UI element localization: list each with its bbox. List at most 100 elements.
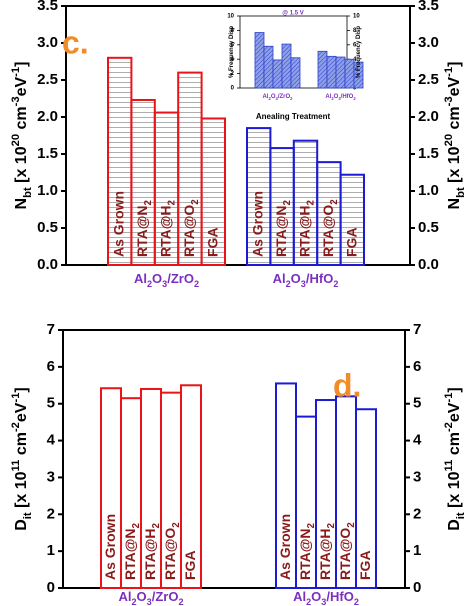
inset-x-axis-label: Anealing Treatment xyxy=(256,112,331,121)
text-part: FGA xyxy=(343,227,359,257)
bar-label: As Grown xyxy=(110,191,126,257)
text-part: 2 xyxy=(354,597,359,606)
y2-tick-label: 1.5 xyxy=(418,145,439,162)
text-part: [x 10 xyxy=(13,471,30,512)
text-part: O xyxy=(152,271,162,286)
text-part: % Frequency Disp xyxy=(229,26,235,78)
text-part: 2 xyxy=(331,96,334,101)
text-part: 2 xyxy=(167,200,178,206)
y2-tick-label: 10 xyxy=(353,14,360,20)
text-part: ] xyxy=(13,62,30,67)
text-part: O xyxy=(291,271,301,286)
text-part: 2 xyxy=(190,199,201,205)
text-part: /HfO xyxy=(341,94,354,100)
y2-tick-label: 4 xyxy=(413,432,422,449)
y-tick-label: 4 xyxy=(231,57,235,63)
y2-tick-label: 0.0 xyxy=(418,256,439,273)
y-tick-label: 2 xyxy=(231,71,235,77)
text-part: 2 xyxy=(306,597,311,606)
y2-tick-label: 1 xyxy=(413,542,421,559)
text-part: Anealing Treatment xyxy=(256,112,331,121)
text-part: [x 10 xyxy=(446,471,463,512)
text-part: 3 xyxy=(162,279,167,289)
bar-label: RTA@H2 xyxy=(142,523,162,581)
text-part: 2 xyxy=(282,200,293,206)
text-part: FGA xyxy=(204,227,220,257)
text-part: As Grown xyxy=(102,514,118,580)
y-tick-label: 4 xyxy=(47,432,56,449)
bar-label: As Grown xyxy=(102,514,118,580)
y-tick-label: 3 xyxy=(47,468,55,485)
y2-tick-label: 2.5 xyxy=(418,71,439,88)
text-part: O xyxy=(271,94,276,100)
y-tick-label: 6 xyxy=(47,358,55,375)
y-axis-label: Nbt [x 1020 cm-3eV-1] xyxy=(10,62,34,210)
text-part: Al xyxy=(273,271,286,286)
y-tick-label: 1.0 xyxy=(37,182,58,199)
text-part: As Grown xyxy=(277,514,293,580)
group-label: Al2O3/ZrO2 xyxy=(262,94,293,101)
y-tick-label: 0.0 xyxy=(37,256,58,273)
y-tick-label: 3.0 xyxy=(37,34,58,51)
y2-tick-label: 8 xyxy=(353,28,357,34)
text-part: -2 xyxy=(443,422,455,432)
text-part: -1 xyxy=(443,393,455,403)
group-label: Al2O3/HfO2 xyxy=(325,94,356,101)
text-part: bt xyxy=(22,187,34,198)
y2-tick-label: 5 xyxy=(413,395,421,412)
text-part: D xyxy=(13,519,30,531)
y2-tick-label: 4 xyxy=(353,57,357,63)
text-part: Al xyxy=(134,271,147,286)
text-part: RTA@H xyxy=(296,206,312,258)
bar xyxy=(180,384,202,589)
bar xyxy=(339,173,366,266)
text-part: 2 xyxy=(194,279,199,289)
y-tick-label: 1.5 xyxy=(37,145,58,162)
text-part: 20 xyxy=(10,134,22,146)
group-label: Al2O3/ZrO2 xyxy=(134,271,199,289)
text-part: -2 xyxy=(10,422,22,432)
text-part: 2 xyxy=(346,522,357,528)
bar-label: FGA xyxy=(204,227,220,257)
text-part: 3 xyxy=(338,96,341,101)
text-part: eV xyxy=(13,402,30,422)
y2-tick-label: 7 xyxy=(413,321,421,338)
text-part: RTA@O xyxy=(162,528,178,580)
text-part: bt xyxy=(455,187,467,198)
bar-label: As Grown xyxy=(249,191,265,257)
text-part: 2 xyxy=(178,597,183,606)
text-part: RTA@N xyxy=(122,529,138,581)
y-tick-label: 8 xyxy=(231,28,235,34)
text-part: 20 xyxy=(443,134,455,146)
bar xyxy=(344,58,355,89)
text-part: /ZrO xyxy=(278,94,291,100)
panel-label: d. xyxy=(333,367,361,403)
bar xyxy=(200,117,227,267)
text-part: RTA@N xyxy=(297,529,313,581)
group-label: Al2O3/HfO2 xyxy=(293,589,359,606)
text-part: eV xyxy=(446,77,463,97)
text-part: RTA@O xyxy=(181,205,197,257)
bar-label: As Grown xyxy=(277,514,293,580)
text-part: Al xyxy=(262,94,268,100)
y-tick-label: 0 xyxy=(231,86,235,92)
bar xyxy=(254,32,265,89)
text-part: eV xyxy=(446,402,463,422)
bar xyxy=(355,408,377,589)
text-part: /ZrO xyxy=(152,589,179,604)
text-part: -3 xyxy=(443,96,455,106)
bar-label: FGA xyxy=(357,550,373,580)
text-part: RTA@H xyxy=(317,529,333,581)
text-part: 2 xyxy=(268,96,271,101)
inset-title: @ 1.5 V xyxy=(282,11,304,17)
y-tick-label: 1 xyxy=(47,542,55,559)
text-part: cm xyxy=(446,106,463,134)
text-part: 3 xyxy=(301,279,306,289)
bar-label: FGA xyxy=(182,550,198,580)
y-tick-label: 2.0 xyxy=(37,108,58,125)
text-part: RTA@O xyxy=(320,205,336,257)
bar xyxy=(281,43,292,89)
bar xyxy=(263,45,274,89)
group-label: Al2O3/ZrO2 xyxy=(118,589,183,606)
y-axis-label: Dit [x 1011 cm-2eV-1] xyxy=(10,387,34,531)
